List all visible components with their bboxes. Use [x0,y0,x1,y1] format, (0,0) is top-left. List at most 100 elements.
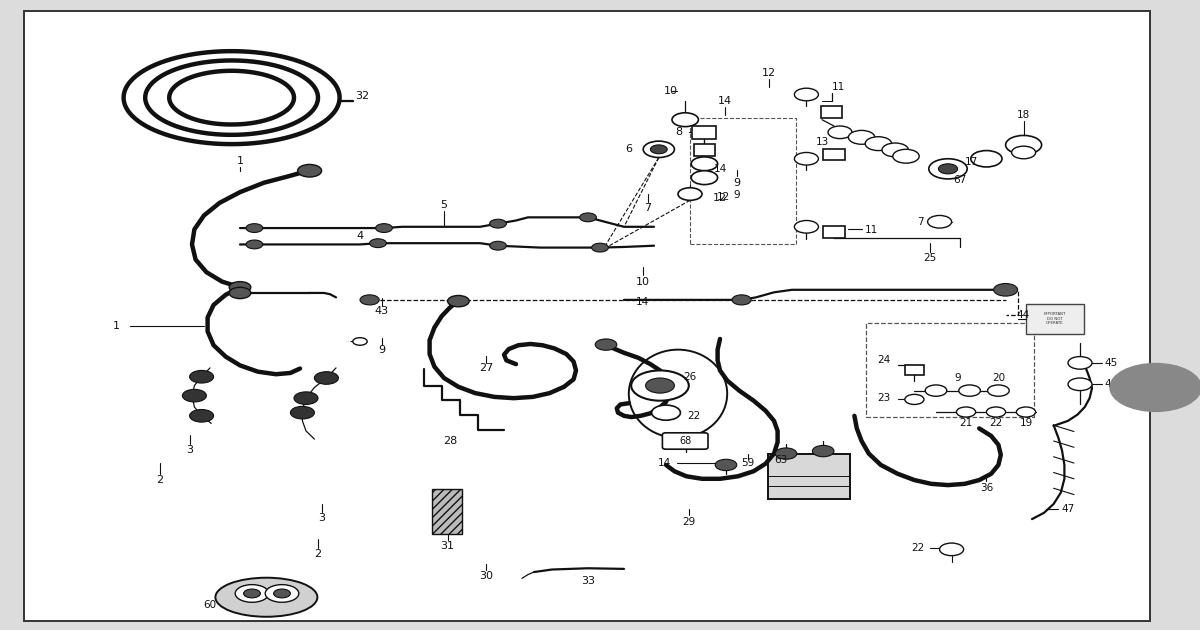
Text: 10: 10 [636,277,650,287]
Text: 9: 9 [378,345,385,355]
Text: 3: 3 [318,513,325,523]
Text: 36: 36 [979,483,994,493]
Circle shape [1068,378,1092,391]
Circle shape [490,241,506,250]
Circle shape [775,448,797,459]
Text: 17: 17 [965,157,978,167]
Text: 4: 4 [356,231,364,241]
Circle shape [828,126,852,139]
Text: 9: 9 [733,190,740,200]
Bar [821,106,842,118]
Text: 19: 19 [1019,418,1033,428]
Text: 30: 30 [479,571,493,581]
Circle shape [229,287,251,299]
Text: 22: 22 [686,411,701,421]
Text: 3: 3 [186,445,193,455]
Text: 33: 33 [581,576,595,587]
Text: 29: 29 [682,517,696,527]
Text: 21: 21 [959,418,973,428]
Circle shape [265,585,299,602]
Circle shape [235,585,269,602]
Text: 5: 5 [440,200,448,210]
Text: 2: 2 [156,475,163,485]
Circle shape [794,220,818,233]
Bar [768,454,850,499]
Circle shape [643,141,674,158]
Text: 26: 26 [683,372,697,382]
Text: 28: 28 [443,436,457,446]
Circle shape [246,240,263,249]
Text: 6: 6 [625,144,632,154]
Bar [694,144,715,156]
Text: 7: 7 [644,203,652,213]
Circle shape [190,370,214,383]
Circle shape [956,407,976,417]
Text: 27: 27 [479,363,493,373]
Text: 20: 20 [992,373,1004,383]
Text: 63: 63 [774,455,788,465]
Bar [866,323,1034,417]
Circle shape [678,188,702,200]
Circle shape [929,159,967,179]
Bar [823,226,845,238]
Circle shape [360,295,379,305]
Text: 13: 13 [815,137,829,147]
Circle shape [812,445,834,457]
Bar [690,118,796,244]
Circle shape [290,406,314,419]
Circle shape [794,88,818,101]
Text: 47: 47 [1061,504,1075,514]
Circle shape [732,295,751,305]
Circle shape [298,164,322,177]
Text: 46: 46 [1104,379,1118,389]
Circle shape [971,151,1002,167]
Text: 10: 10 [664,86,678,96]
Circle shape [1068,357,1092,369]
Text: IMPORTANT
DO NOT
OPERATE: IMPORTANT DO NOT OPERATE [1044,312,1066,325]
Text: 11: 11 [864,225,878,235]
Circle shape [650,145,667,154]
Text: 12: 12 [713,193,727,203]
Bar [1026,304,1084,334]
Text: 8: 8 [676,127,683,137]
Circle shape [448,295,469,307]
Circle shape [865,137,892,151]
Circle shape [794,152,818,165]
Text: 59: 59 [740,458,755,468]
Circle shape [182,389,206,402]
Circle shape [246,224,263,232]
Text: 25: 25 [923,253,937,263]
Circle shape [672,113,698,127]
Text: 1: 1 [113,321,120,331]
Text: 11: 11 [832,82,845,92]
Text: 43: 43 [374,306,389,316]
Bar [432,489,462,534]
Circle shape [353,338,367,345]
Text: 9: 9 [733,178,740,188]
Circle shape [1012,146,1036,159]
Text: 9: 9 [954,373,961,383]
Circle shape [925,385,947,396]
Circle shape [928,215,952,228]
Circle shape [370,239,386,248]
Circle shape [580,213,596,222]
Circle shape [1110,364,1200,411]
Circle shape [190,410,214,422]
Text: 31: 31 [440,541,455,551]
Text: 2: 2 [314,549,322,559]
Text: 32: 32 [355,91,370,101]
Text: 60: 60 [204,600,216,610]
Circle shape [905,394,924,404]
Circle shape [595,339,617,350]
Circle shape [882,143,908,157]
Circle shape [646,378,674,393]
Circle shape [274,589,290,598]
Circle shape [940,543,964,556]
Text: 18: 18 [1016,110,1031,120]
Text: 12: 12 [762,68,776,78]
Circle shape [959,385,980,396]
Text: 44: 44 [1016,310,1030,320]
Circle shape [691,171,718,185]
Text: 67: 67 [953,175,967,185]
Text: 24: 24 [877,355,890,365]
